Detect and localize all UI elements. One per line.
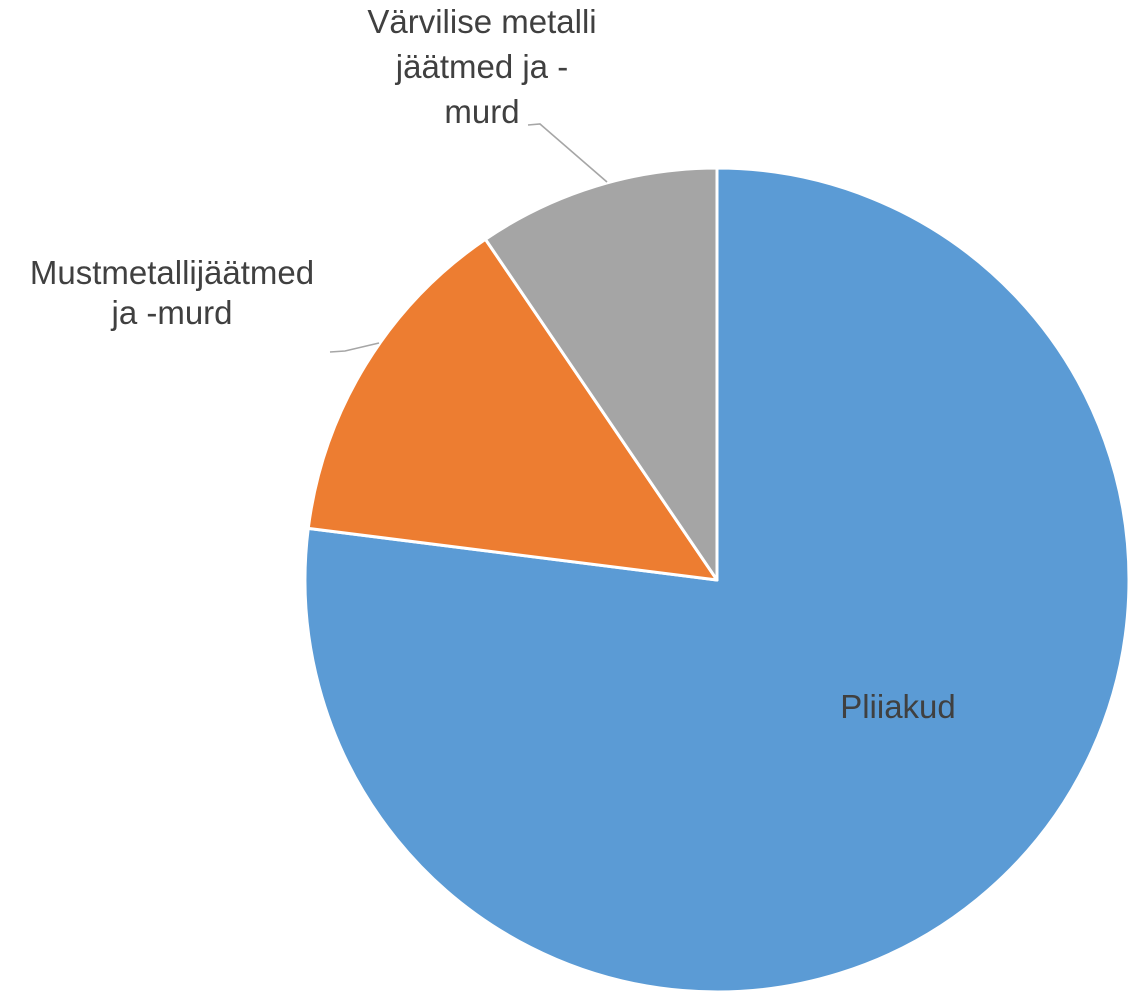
leader-line-mustmetallijaatmed-ja-murd: [329, 342, 380, 353]
leader-line-varvilise-metalli-jaatmed-ja-murd: [527, 123, 608, 183]
label-line: jäätmed ja -: [395, 48, 568, 85]
leader-lines: [329, 123, 608, 353]
label-pliiakud: Pliiakud: [840, 688, 956, 725]
label-line: Mustmetallijäätmed: [30, 254, 314, 291]
label-line: ja -murd: [110, 294, 232, 331]
label-varvilise-metalli-jaatmed-ja-murd: Värvilise metalli jäätmed ja - murd: [367, 3, 596, 130]
slice-mustmetallijaatmed-ja-murd: [306, 237, 719, 582]
slice-labels: Pliiakud Mustmetallijäätmed ja -murd Värvil…: [30, 3, 956, 725]
slice-pliiakud: [303, 166, 1131, 994]
label-mustmetallijaatmed-ja-murd: Mustmetallijäätmed ja -murd: [30, 254, 314, 331]
label-line: Värvilise metalli: [367, 3, 596, 40]
slice-varvilise-metalli-jaatmed-ja-murd: [483, 166, 719, 582]
label-line: murd: [444, 93, 519, 130]
pie-slices: [303, 166, 1131, 994]
label-line: Pliiakud: [840, 688, 956, 725]
